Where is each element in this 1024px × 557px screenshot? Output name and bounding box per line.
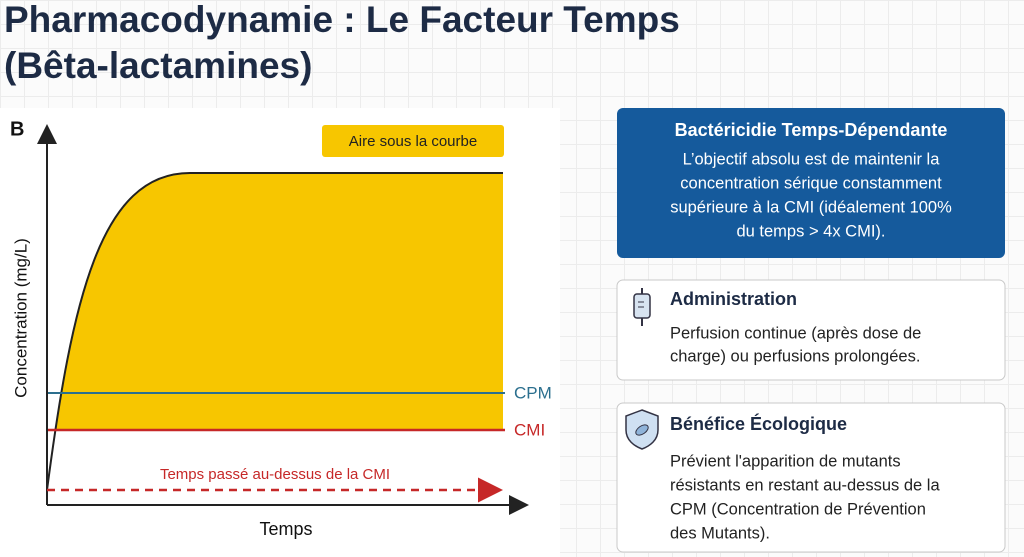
card-text: Prévient l'apparition de mutants	[670, 452, 901, 470]
card-text: charge) ou perfusions prolongées.	[670, 347, 920, 365]
legend-label: Aire sous la courbe	[349, 133, 477, 150]
card	[617, 108, 1005, 258]
card	[616, 279, 1006, 381]
area	[55, 173, 503, 430]
card	[616, 402, 1006, 553]
curve	[46, 172, 503, 491]
card-text: des Mutants).	[670, 524, 770, 542]
card-text: Perfusion continue (après dose de	[670, 324, 921, 342]
card-text: concentration sérique constamment	[680, 174, 942, 192]
iv-icon	[633, 288, 651, 326]
legend-box	[322, 125, 504, 157]
card-text: du temps > 4x CMI).	[736, 222, 885, 240]
title: Pharmacodynamie : Le Facteur Temps	[4, 0, 680, 40]
y-axis-label: Concentration (mg/L)	[11, 238, 30, 398]
card-title: Administration	[670, 289, 797, 309]
bacteria-icon	[635, 424, 649, 436]
card-title: Bénéfice Écologique	[670, 413, 847, 434]
x-axis-label: Temps	[259, 519, 312, 539]
cpm-label: CPM	[514, 383, 552, 402]
cmi-label: CMI	[514, 420, 545, 439]
arrow-label: Temps passé au-dessus de la CMI	[160, 466, 390, 483]
title: (Bêta-lactamines)	[4, 45, 312, 86]
card-text: L’objectif absolu est de maintenir la	[683, 150, 941, 168]
panel-label: B	[10, 118, 24, 140]
card-text: résistants en restant au-dessus de la	[670, 476, 940, 494]
card-text: CPM (Concentration de Prévention	[670, 500, 926, 518]
card-text: supérieure à la CMI (idéalement 100%	[670, 198, 952, 216]
card-title: Bactéricidie Temps-Dépendante	[675, 120, 948, 140]
